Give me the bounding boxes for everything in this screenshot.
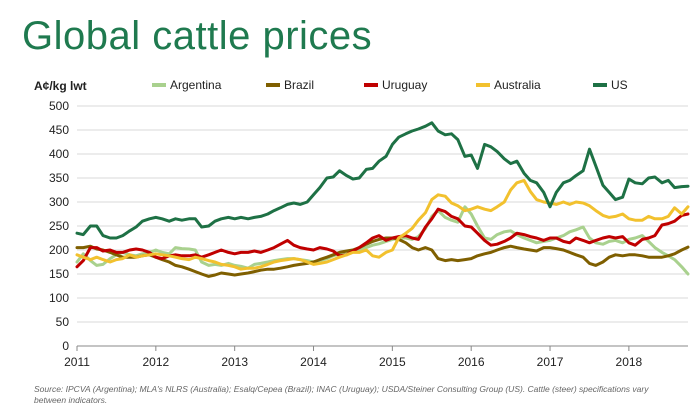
y-axis-ticks: 0 50 100 150 200 250 300 350 400 450 500 [49,99,69,353]
x-tick-label: 2011 [64,355,90,369]
legend-label-uruguay: Uruguay [382,78,427,92]
series-line-australia [75,178,690,271]
series-line-us [75,121,690,240]
legend-label-argentina: Argentina [170,78,222,92]
y-tick-label: 50 [56,315,70,329]
y-tick-label: 500 [49,99,69,113]
x-tick-label: 2018 [616,355,643,369]
x-tick-label: 2016 [458,355,485,369]
x-axis-ticks: 2011 2012 2013 2014 2015 2016 2017 2018 [64,346,643,369]
legend-label-australia: Australia [494,78,541,92]
legend-label-brazil: Brazil [284,78,314,92]
series-line-argentina [75,205,690,276]
series-lines [75,121,690,278]
x-tick-label: 2012 [142,355,169,369]
x-tick-label: 2014 [300,355,327,369]
y-axis-label: A¢/kg lwt [34,79,87,93]
y-tick-label: 100 [49,291,69,305]
y-tick-label: 350 [49,171,69,185]
x-tick-label: 2013 [221,355,248,369]
chart-title: Global cattle prices [22,14,373,58]
y-tick-label: 300 [49,195,69,209]
y-tick-label: 200 [49,243,69,257]
legend-label-us: US [611,78,628,92]
y-tick-label: 250 [49,219,69,233]
y-tick-label: 400 [49,147,69,161]
x-tick-label: 2015 [379,355,406,369]
source-note: Source: IPCVA (Argentina); MLA's NLRS (A… [34,384,649,405]
x-tick-label: 2017 [537,355,564,369]
y-tick-label: 450 [49,123,69,137]
y-tick-label: 0 [62,339,69,353]
y-tick-label: 150 [49,267,69,281]
series-line-uruguay [75,207,690,269]
grid [77,105,688,347]
legend: Argentina Brazil Uruguay Australia US [152,78,628,92]
